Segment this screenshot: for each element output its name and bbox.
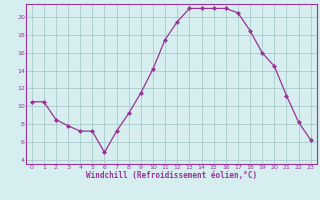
- X-axis label: Windchill (Refroidissement éolien,°C): Windchill (Refroidissement éolien,°C): [86, 171, 257, 180]
